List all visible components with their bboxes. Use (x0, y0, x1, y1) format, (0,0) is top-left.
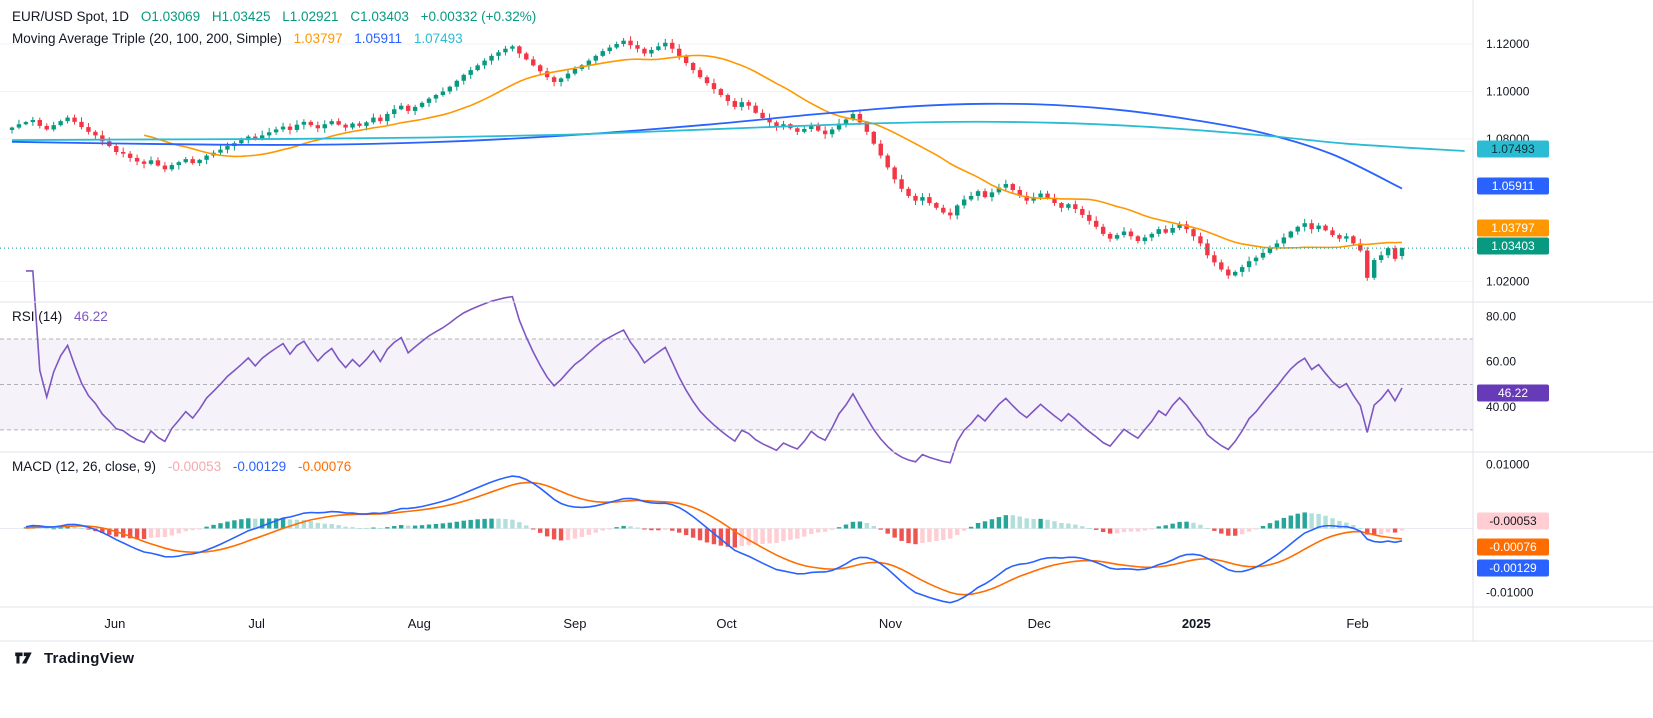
macd-signal-badge[interactable]: -0.00076 (1477, 538, 1549, 556)
main-legend[interactable]: EUR/USD Spot, 1D O1.03069 H1.03425 L1.02… (12, 6, 536, 50)
rsi-tick-label: 80.00 (1486, 309, 1516, 323)
macd-legend[interactable]: MACD (12, 26, close, 9) -0.00053 -0.0012… (12, 456, 351, 478)
svg-text:46.22: 46.22 (1498, 386, 1528, 400)
time-axis-label: Aug (408, 616, 431, 631)
svg-text:1.03797: 1.03797 (1491, 221, 1535, 235)
ohlc-low: L1.02921 (282, 9, 339, 24)
ma-indicator-row[interactable]: Moving Average Triple (20, 100, 200, Sim… (12, 28, 536, 50)
svg-text:1.05911: 1.05911 (1492, 179, 1535, 193)
macd-tick-label: 0.01000 (1486, 458, 1530, 472)
ohlc-close: C1.03403 (350, 9, 409, 24)
footer[interactable]: TradingView (14, 648, 134, 668)
price-tick-label: 1.02000 (1486, 274, 1530, 288)
macd-signal-value: -0.00076 (297, 459, 352, 474)
rsi-indicator-title: RSI (14) (12, 309, 63, 324)
macd-tick-label: -0.01000 (1486, 585, 1534, 599)
time-axis-label: Jun (104, 616, 125, 631)
tradingview-logo-icon (15, 652, 32, 664)
time-axis-label: Jul (248, 616, 265, 631)
ma-indicator-title: Moving Average Triple (20, 100, 200, Sim… (12, 31, 282, 46)
svg-text:-0.00053: -0.00053 (1489, 514, 1537, 528)
time-axis-label: Oct (716, 616, 737, 631)
ma20-badge[interactable]: 1.03797 (1477, 219, 1549, 237)
ohlc-high: H1.03425 (211, 9, 271, 24)
ma200-value: 1.07493 (413, 31, 463, 46)
time-axis-label: Feb (1346, 616, 1368, 631)
ma100-badge[interactable]: 1.05911 (1477, 177, 1549, 195)
macd-signal-line (25, 481, 1403, 596)
time-axis-label: Nov (879, 616, 903, 631)
brand-name: TradingView (44, 649, 135, 667)
ma20-value: 1.03797 (293, 31, 343, 46)
ma100-line (11, 102, 1403, 190)
macd-hist-badge[interactable]: -0.00053 (1477, 512, 1549, 530)
time-axis-label: Sep (563, 616, 586, 631)
rsi-value: 46.22 (74, 309, 108, 324)
ohlc-open: O1.03069 (140, 9, 201, 24)
ma20-line (143, 54, 1403, 249)
svg-text:-0.00129: -0.00129 (1489, 561, 1537, 575)
price-tick-label: 1.12000 (1486, 37, 1530, 51)
candles-layer (9, 36, 1405, 281)
price-tick-label: 1.10000 (1486, 84, 1530, 98)
rsi-tick-label: 60.00 (1486, 355, 1516, 369)
macd-histogram (23, 512, 1405, 548)
ma200-badge[interactable]: 1.07493 (1477, 140, 1549, 158)
last-price-badge[interactable]: 1.03403 (1477, 237, 1549, 255)
ma200-line (11, 120, 1465, 152)
macd-hist-value: -0.00053 (167, 459, 222, 474)
chart-canvas[interactable]: 1.120001.100001.080001.0200080.0060.0040… (0, 0, 1653, 642)
macd-line (25, 475, 1403, 604)
macd-line-value: -0.00129 (232, 459, 287, 474)
rsi-badge[interactable]: 46.22 (1477, 384, 1549, 402)
macd-indicator-title: MACD (12, 26, close, 9) (12, 459, 157, 474)
time-axis-label: Dec (1028, 616, 1052, 631)
rsi-line (25, 270, 1403, 464)
rsi-legend[interactable]: RSI (14) 46.22 (12, 306, 108, 328)
rsi-tick-label: 40.00 (1486, 400, 1516, 414)
symbol-title: EUR/USD Spot, 1D (12, 9, 130, 24)
ma100-value: 1.05911 (354, 31, 403, 46)
symbol-ohlc-row: EUR/USD Spot, 1D O1.03069 H1.03425 L1.02… (12, 6, 536, 28)
macd-line-badge[interactable]: -0.00129 (1477, 559, 1549, 577)
svg-text:-0.00076: -0.00076 (1489, 540, 1537, 554)
svg-text:1.07493: 1.07493 (1491, 142, 1535, 156)
time-axis-label: 2025 (1182, 616, 1211, 631)
price-change: +0.00332 (+0.32%) (420, 9, 537, 24)
svg-text:1.03403: 1.03403 (1491, 239, 1535, 253)
